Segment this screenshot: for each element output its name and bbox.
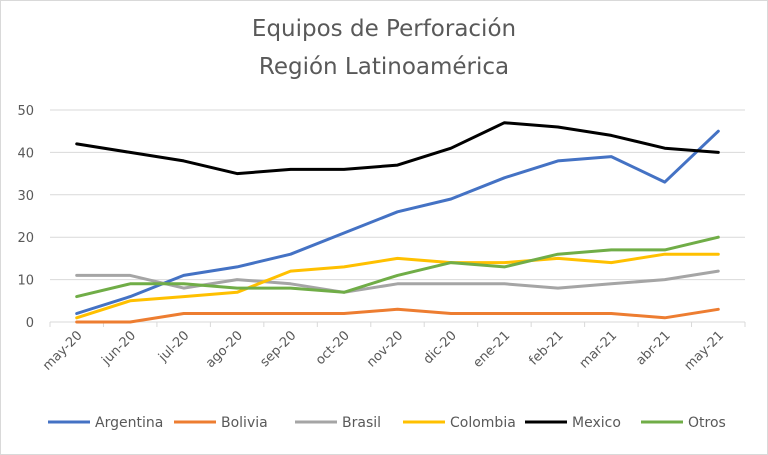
x-tick-label: may-20 (40, 328, 85, 373)
series-line-argentina (75, 129, 720, 315)
x-tick-label: abr-21 (633, 328, 673, 368)
legend-label-argentina: Argentina (95, 415, 163, 431)
x-tick-label: feb-21 (526, 328, 566, 368)
series-line-brasil (75, 269, 720, 294)
y-tick-label: 10 (17, 274, 34, 289)
x-tick-label: may-21 (682, 328, 727, 373)
y-tick-label: 20 (17, 231, 34, 246)
y-tick-label: 0 (26, 316, 34, 331)
x-tick-label: nov-20 (364, 328, 406, 370)
legend-label-bolivia: Bolivia (221, 415, 268, 431)
chart-title: Equipos de Perforación (251, 16, 517, 42)
x-tick-label: dic-20 (421, 328, 460, 367)
x-tick-label: jul-20 (155, 328, 192, 365)
x-tick-label: mar-21 (577, 328, 620, 371)
series-line-colombia (75, 252, 720, 320)
y-tick-label: 50 (17, 104, 34, 119)
x-tick-label: jun-20 (98, 328, 139, 369)
legend-label-brasil: Brasil (342, 415, 381, 431)
y-tick-label: 30 (17, 189, 34, 204)
legend-label-otros: Otros (688, 415, 726, 431)
x-tick-label: ene-21 (470, 328, 513, 371)
legend-label-mexico: Mexico (572, 415, 621, 431)
legend-label-colombia: Colombia (450, 415, 516, 431)
series-line-bolivia (75, 307, 720, 324)
series-line-mexico (75, 121, 720, 176)
x-tick-label: oct-20 (313, 328, 353, 368)
x-tick-label: ago-20 (203, 328, 246, 371)
x-tick-label: sep-20 (257, 328, 299, 370)
series-line-otros (75, 235, 720, 299)
chart-subtitle: Región Latinoamérica (258, 54, 510, 80)
y-tick-label: 40 (17, 146, 34, 161)
